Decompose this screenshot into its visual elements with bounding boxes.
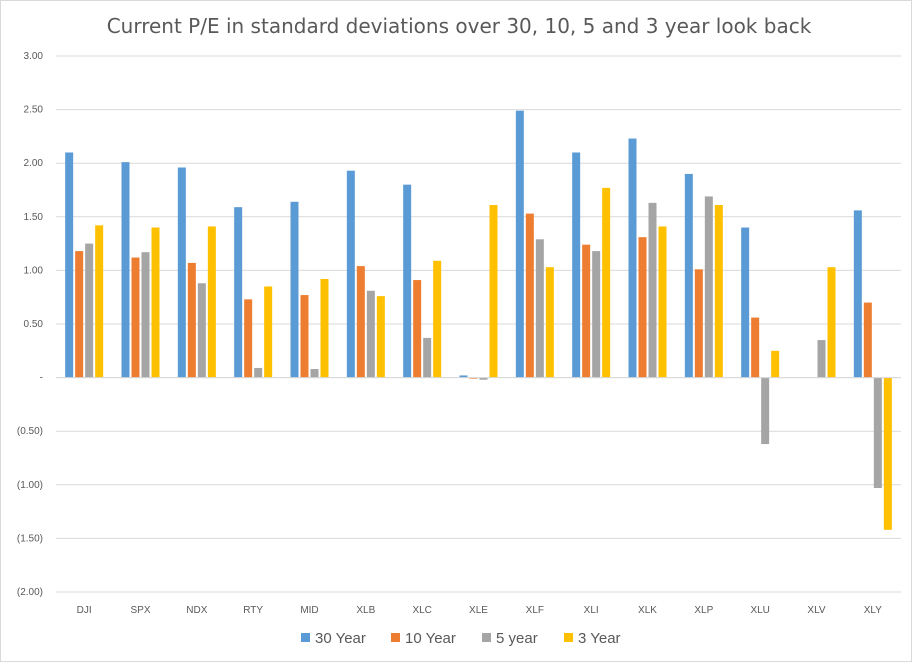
bar-xlk-30-year <box>628 138 637 378</box>
bar-rty-3-year <box>264 286 273 378</box>
bar-dji-5-year <box>85 243 94 378</box>
bar-xly-10-year <box>863 302 872 378</box>
y-tick-label: (2.00) <box>17 587 43 598</box>
bar-xlb-3-year <box>376 296 385 378</box>
y-tick-label: 2.50 <box>24 105 44 116</box>
bar-dji-30-year <box>65 152 74 378</box>
bar-xlp-30-year <box>684 173 693 378</box>
bar-xlc-3-year <box>433 260 442 378</box>
category-label: XLE <box>469 605 488 616</box>
category-label: XLP <box>694 605 713 616</box>
bar-xlf-10-year <box>525 213 534 378</box>
bar-mid-3-year <box>320 278 329 378</box>
bar-xlu-3-year <box>771 350 780 378</box>
bar-mid-5-year <box>310 369 319 378</box>
legend-label: 3 Year <box>578 630 621 647</box>
bar-xly-5-year <box>873 377 882 489</box>
bar-xle-30-year <box>459 375 468 378</box>
bar-xlk-10-year <box>638 237 647 378</box>
bar-xlb-5-year <box>366 290 375 378</box>
bar-xlc-5-year <box>423 337 432 378</box>
bar-ndx-30-year <box>177 167 186 378</box>
category-label: XLU <box>750 605 769 616</box>
category-labels: DJI SPX NDX RTY MID XLB XLC XLE XLF XLI XLK XLP XLU X… <box>77 605 883 616</box>
category-label: RTY <box>243 605 263 616</box>
bar-ndx-5-year <box>197 283 206 378</box>
legend-swatch-10-year <box>391 633 400 642</box>
bars <box>65 110 892 530</box>
category-label: SPX <box>130 605 150 616</box>
category-label: NDX <box>186 605 207 616</box>
bar-xly-3-year <box>883 377 892 530</box>
legend-label: 30 Year <box>315 630 366 647</box>
bar-xlp-10-year <box>694 269 703 378</box>
bar-xle-5-year <box>479 377 488 380</box>
bar-xlk-5-year <box>648 202 657 378</box>
bar-mid-10-year <box>300 295 309 378</box>
bar-xlb-30-year <box>346 170 355 378</box>
legend-swatch-5-year <box>482 633 491 642</box>
y-tick-label: 1.50 <box>24 212 44 223</box>
bar-xli-3-year <box>602 187 611 378</box>
legend: 30 Year 10 Year 5 year 3 Year <box>301 630 621 647</box>
bar-spx-10-year <box>131 257 140 378</box>
y-tick-label: 0.50 <box>24 319 44 330</box>
y-tick-label: (0.50) <box>17 426 43 437</box>
bar-xli-30-year <box>572 152 581 378</box>
bar-spx-5-year <box>141 252 150 378</box>
y-tick-label: - <box>40 373 43 384</box>
y-tick-label: (1.00) <box>17 480 43 491</box>
bar-xly-30-year <box>853 210 862 378</box>
category-label: XLK <box>638 605 657 616</box>
bar-xlc-10-year <box>413 280 422 378</box>
legend-label: 10 Year <box>405 630 456 647</box>
bar-rty-30-year <box>234 207 243 378</box>
bar-spx-3-year <box>151 227 160 378</box>
bar-xlu-5-year <box>761 377 770 445</box>
bar-rty-5-year <box>254 367 263 378</box>
category-label: XLV <box>807 605 825 616</box>
category-label: XLI <box>584 605 599 616</box>
category-label: XLF <box>526 605 544 616</box>
bar-xlu-10-year <box>751 317 760 378</box>
bar-xle-3-year <box>489 205 498 378</box>
y-tick-label: 2.00 <box>24 158 44 169</box>
bar-ndx-10-year <box>187 262 196 378</box>
category-label: DJI <box>77 605 92 616</box>
y-tick-label: (1.50) <box>17 533 43 544</box>
bar-ndx-3-year <box>207 226 216 378</box>
chart-title: Current P/E in standard deviations over … <box>107 14 812 38</box>
bar-xlp-5-year <box>704 196 713 378</box>
bar-xlk-3-year <box>658 226 667 378</box>
bar-mid-30-year <box>290 201 299 378</box>
y-axis-tick-labels: 3.00 2.50 2.00 1.50 1.00 0.50 - (0.50) (1.00) (1.… <box>17 51 44 598</box>
category-label: XLC <box>412 605 431 616</box>
bar-xlf-30-year <box>515 110 524 378</box>
category-label: MID <box>300 605 318 616</box>
y-tick-label: 1.00 <box>24 265 44 276</box>
y-tick-label: 3.00 <box>24 51 44 62</box>
legend-swatch-3-year <box>564 633 573 642</box>
bar-rty-10-year <box>244 299 253 378</box>
bar-xlv-3-year <box>827 267 836 378</box>
bar-dji-10-year <box>75 251 84 378</box>
bar-spx-30-year <box>121 162 130 378</box>
bar-xlp-3-year <box>714 205 723 378</box>
bar-xlf-3-year <box>545 267 554 378</box>
category-label: XLB <box>356 605 375 616</box>
category-label: XLY <box>864 605 882 616</box>
legend-label: 5 year <box>496 630 538 647</box>
bar-xlu-30-year <box>741 227 750 378</box>
legend-swatch-30-year <box>301 633 310 642</box>
bar-xli-5-year <box>592 251 601 378</box>
bar-xlc-30-year <box>403 184 412 378</box>
bar-xle-10-year <box>469 377 478 379</box>
bar-xlb-10-year <box>356 266 365 378</box>
bar-xlv-5-year <box>817 340 826 378</box>
bar-xlf-5-year <box>535 239 544 378</box>
bar-dji-3-year <box>95 225 104 378</box>
bar-xli-10-year <box>582 244 591 378</box>
